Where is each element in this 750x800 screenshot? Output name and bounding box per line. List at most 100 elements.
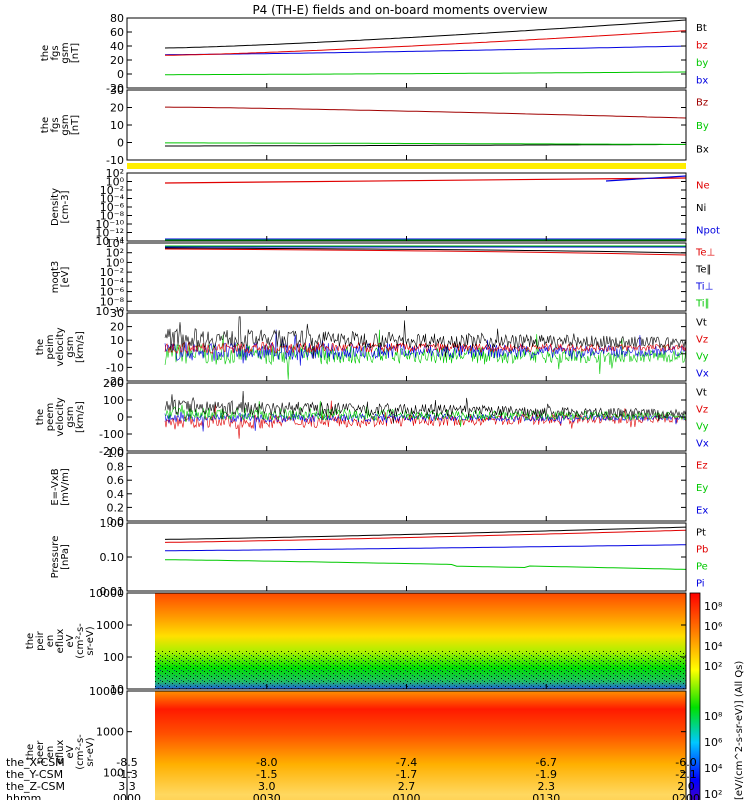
- y-axis-label-line: eflux: [55, 629, 66, 654]
- y-tick-label: 60: [110, 26, 124, 39]
- x-axis-labels: the_X-CSM -8.5 -8.0 -7.4 -6.7 -6.0 the_Y-CSM -1…: [6, 756, 700, 800]
- x-axis-value: -1.3: [116, 768, 137, 781]
- series-line: [164, 316, 686, 359]
- series-line: [165, 544, 686, 552]
- ion-spectrogram-noise: [155, 651, 686, 689]
- legend-item: Bx: [696, 144, 709, 155]
- y-tick-label: -10: [106, 361, 124, 374]
- y-axis-label: the peem velocity gsm [km/s]: [35, 397, 86, 436]
- y-axis-label-line: [km/s]: [75, 331, 86, 363]
- legend-item: Pi: [696, 579, 705, 590]
- y-tick-label: 10⁻²: [100, 184, 124, 197]
- legend-item: Ti∥: [695, 299, 710, 310]
- y-tick-label: 0.8: [107, 461, 125, 474]
- y-axis-label-line: fgs: [50, 45, 61, 60]
- x-axis-value: -1.7: [396, 768, 417, 781]
- legend-item: Ni: [696, 203, 706, 214]
- x-axis-value: 0030: [253, 792, 281, 800]
- y-tick-label: 10⁻⁸: [100, 295, 125, 308]
- panel-3: [164, 245, 686, 256]
- y-tick-label: 10⁻¹⁰: [95, 218, 124, 231]
- y-axis-label-line: moqt3: [50, 261, 61, 294]
- legend-item: Ez: [696, 460, 708, 471]
- series-line: [165, 143, 686, 147]
- panel-frame: [126, 172, 687, 242]
- y-tick-label: 10000: [89, 587, 124, 600]
- y-tick-label: -100: [99, 428, 124, 441]
- y-tick-label: 1.00: [100, 517, 125, 530]
- legend-item: By: [696, 121, 709, 132]
- y-tick-label: 30: [110, 84, 124, 97]
- y-axis-label-line: [cm-3]: [60, 190, 71, 223]
- x-axis-value: 0130: [532, 792, 560, 800]
- y-tick-label: 0.0: [107, 515, 125, 528]
- y-tick-label: 10²: [106, 167, 124, 180]
- y-tick-label: 10: [110, 334, 124, 347]
- y-axis-label: the peer en eflux eV (cm²-s-sr-eV): [25, 734, 96, 770]
- legend-item: Vx: [696, 369, 709, 380]
- y-tick-label: 20: [110, 102, 124, 115]
- y-tick-label: -20: [106, 375, 124, 388]
- y-tick-label: 0: [117, 137, 124, 150]
- y-tick-label: 10⁻⁶: [100, 201, 125, 214]
- y-tick-label: -20: [106, 82, 124, 95]
- quality-flag-bar: [127, 163, 686, 169]
- x-axis-value: 0100: [393, 792, 421, 800]
- y-axis-label-line: E=-VxB: [50, 468, 61, 505]
- legend-item: Te∥: [695, 265, 712, 276]
- y-axis-label-line: [nT]: [70, 43, 81, 63]
- colorbar-tick: 10⁸: [704, 600, 723, 613]
- legend-item: Vx: [696, 439, 709, 450]
- panel-frame: [126, 17, 687, 89]
- x-axis-value: -6.7: [536, 756, 557, 769]
- y-axis-label-line: gsm: [65, 336, 76, 357]
- y-axis-label-line: (cm²-s-: [75, 623, 86, 659]
- y-axis-label-line: Pressure: [50, 536, 61, 579]
- panel-frame: [126, 452, 687, 522]
- y-axis-label: moqt3 [eV]: [50, 261, 71, 294]
- y-tick-label: 80: [110, 12, 124, 25]
- series-line: [164, 390, 686, 424]
- y-tick-label: 0.01: [100, 585, 125, 598]
- x-axis-value: -2.1: [675, 768, 696, 781]
- y-tick-label: 10⁻⁴: [100, 193, 125, 206]
- y-axis-label-line: the: [40, 45, 51, 61]
- y-tick-label: 0: [117, 68, 124, 81]
- y-tick-label: 10²: [106, 247, 124, 260]
- series-line: [164, 559, 686, 570]
- colorbar-tick: 10²: [704, 788, 722, 800]
- y-tick-label: -10: [106, 154, 124, 167]
- y-tick-label: 0: [117, 411, 124, 424]
- panel-0: [164, 19, 686, 76]
- y-tick-label: 10⁴: [106, 237, 125, 250]
- x-axis-value: -6.0: [675, 756, 696, 769]
- x-axis-value: -8.0: [256, 756, 277, 769]
- series-line: [165, 30, 686, 56]
- legend-item: Pb: [696, 545, 708, 556]
- legend-item: Bt: [696, 23, 707, 34]
- colorbar-tick: 10⁸: [704, 710, 723, 723]
- series-line: [164, 247, 686, 254]
- legend-item: Ne: [696, 180, 710, 191]
- y-tick-label: 10⁻²: [100, 266, 124, 279]
- panel-4: [164, 316, 686, 380]
- y-axis-label: E=-VxB [mV/m]: [50, 468, 71, 506]
- legend-item: Vy: [696, 422, 709, 433]
- y-axis-label: Density [cm-3]: [50, 188, 71, 226]
- y-tick-label: 10⁻¹⁰: [95, 305, 124, 318]
- y-axis-label-line: eflux: [55, 740, 66, 765]
- colorbar-tick: 10⁴: [704, 640, 723, 653]
- y-tick-label: 0.2: [107, 501, 125, 514]
- colorbar-tick: 10⁶: [704, 736, 723, 749]
- y-tick-label: 40: [110, 40, 124, 53]
- y-axis-label-line: gsm: [60, 114, 71, 135]
- legend-item: Vz: [696, 405, 708, 416]
- y-tick-label: 10⁻¹⁴: [95, 235, 124, 248]
- y-tick-label: 30: [110, 307, 124, 320]
- legend-item: Bz: [696, 98, 708, 109]
- y-axis-label-line: sr-eV): [85, 626, 96, 655]
- series-line: [165, 106, 686, 119]
- series-line: [164, 45, 686, 56]
